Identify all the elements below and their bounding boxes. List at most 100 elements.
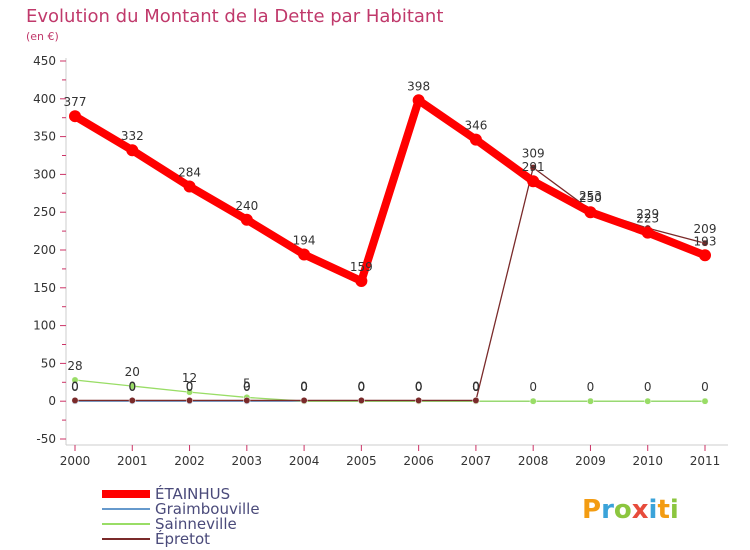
series-point-0 [298, 248, 311, 261]
series-point-3 [701, 239, 709, 247]
legend-label: ÉTAINHUS [155, 484, 230, 503]
data-label: 0 [186, 380, 194, 394]
series-point-2 [587, 397, 594, 405]
x-tick-labels: 2000 2001 2002 2003 2004 2005 2006 2007 2008 2009… [60, 445, 721, 468]
y-tick-label: 300 [33, 167, 56, 181]
data-label: 28 [67, 359, 82, 373]
data-label: 209 [694, 222, 717, 236]
series-point-3 [243, 396, 251, 404]
logo-letter-t: t [657, 495, 669, 525]
logo-letter-r: r [601, 495, 614, 525]
y-tick-label: -50 [36, 432, 56, 446]
series-point-0 [126, 144, 139, 157]
logo-letter-x: x [632, 495, 649, 525]
legend-label: Épretot [155, 529, 210, 548]
data-labels: 377 332 284 240 194 159 398 346 291 250 223 193 0 0 0 0… [64, 79, 717, 394]
data-label: 0 [300, 379, 308, 393]
series-point-3 [186, 396, 193, 404]
data-label: 291 [522, 160, 545, 174]
data-label: 309 [522, 147, 545, 161]
series-layer [69, 94, 711, 405]
data-label: 0 [472, 380, 480, 394]
data-label: 0 [415, 380, 423, 394]
y-tick-label: 250 [33, 205, 56, 219]
series-point-3 [71, 396, 79, 404]
y-tick-label: 0 [48, 394, 56, 408]
data-label: 223 [636, 212, 659, 226]
data-label: 0 [529, 380, 537, 394]
data-label: 0 [701, 380, 709, 394]
x-tick-label: 2011 [690, 454, 721, 468]
series-point-0 [412, 94, 425, 107]
series-line-0 [71, 96, 709, 285]
series-point-0 [69, 110, 81, 123]
data-label: 250 [579, 191, 602, 205]
series-point-2 [71, 376, 79, 384]
series-point-0 [469, 133, 482, 146]
data-label: 0 [128, 379, 136, 393]
data-label: 0 [358, 380, 366, 394]
series-point-3 [357, 396, 365, 404]
logo-letter-o: o [614, 495, 632, 525]
data-label: 0 [128, 380, 136, 394]
series-point-0 [641, 226, 654, 239]
data-label: 398 [407, 79, 430, 93]
data-label: 0 [587, 380, 595, 394]
data-label: 240 [235, 199, 258, 213]
chart-title: Evolution du Montant de la Dette par Hab… [26, 6, 443, 27]
data-label: 12 [182, 371, 197, 385]
x-tick-label: 2004 [289, 454, 320, 468]
x-tick-label: 2009 [575, 454, 606, 468]
series-point-2 [128, 382, 136, 390]
series-point-0 [240, 213, 253, 226]
data-label: 0 [186, 379, 194, 393]
data-label: 194 [293, 234, 316, 248]
y-tick-label: 100 [33, 319, 56, 333]
x-tick-label: 2008 [518, 454, 549, 468]
x-tick-label: 2005 [346, 454, 377, 468]
series-point-0 [584, 206, 597, 219]
x-tick-label: 2007 [461, 454, 492, 468]
y-tick-label: 450 [33, 54, 56, 68]
series-point-0 [355, 274, 368, 287]
data-label: 20 [125, 365, 140, 379]
x-tick-label: 2010 [632, 454, 663, 468]
y-tick-label: 350 [33, 130, 56, 144]
series-line-2 [74, 379, 706, 402]
data-label: 0 [243, 380, 251, 394]
y-tick-labels: -50 0 50 100 150 200 250 300 350 400 450 [33, 54, 66, 446]
data-label: 0 [472, 380, 480, 394]
logo-letter-i2: i [670, 495, 679, 525]
x-tick-label: 2002 [174, 454, 205, 468]
series-point-3 [529, 164, 537, 172]
series-point-3 [300, 396, 308, 404]
x-tick-label: 2006 [403, 454, 434, 468]
x-tick-label: 2000 [60, 454, 91, 468]
y-tick-label: 150 [33, 281, 56, 295]
data-label: 193 [694, 234, 717, 248]
data-label: 253 [579, 189, 602, 203]
series-point-2 [701, 397, 709, 405]
series-point-0 [699, 249, 711, 262]
series-point-2 [529, 397, 537, 405]
data-label: 0 [358, 380, 366, 394]
data-label: 0 [300, 380, 308, 394]
data-label: 0 [472, 379, 480, 393]
series-point-2 [644, 397, 652, 405]
data-label: 159 [350, 260, 373, 274]
series-point-3 [472, 396, 480, 404]
series-point-0 [527, 175, 540, 188]
series-point-3 [415, 396, 423, 404]
data-label: 5 [243, 376, 251, 390]
y-tick-label: 400 [33, 92, 56, 106]
data-label: 0 [71, 379, 79, 393]
legend-label: Sainneville [155, 515, 237, 533]
data-label: 0 [243, 379, 251, 393]
x-tick-label: 2003 [232, 454, 263, 468]
proxiti-logo: Proxiti [582, 495, 679, 525]
logo-letter-p: P [582, 495, 601, 525]
y-tick-label: 50 [41, 356, 56, 370]
data-label: 377 [64, 95, 87, 109]
